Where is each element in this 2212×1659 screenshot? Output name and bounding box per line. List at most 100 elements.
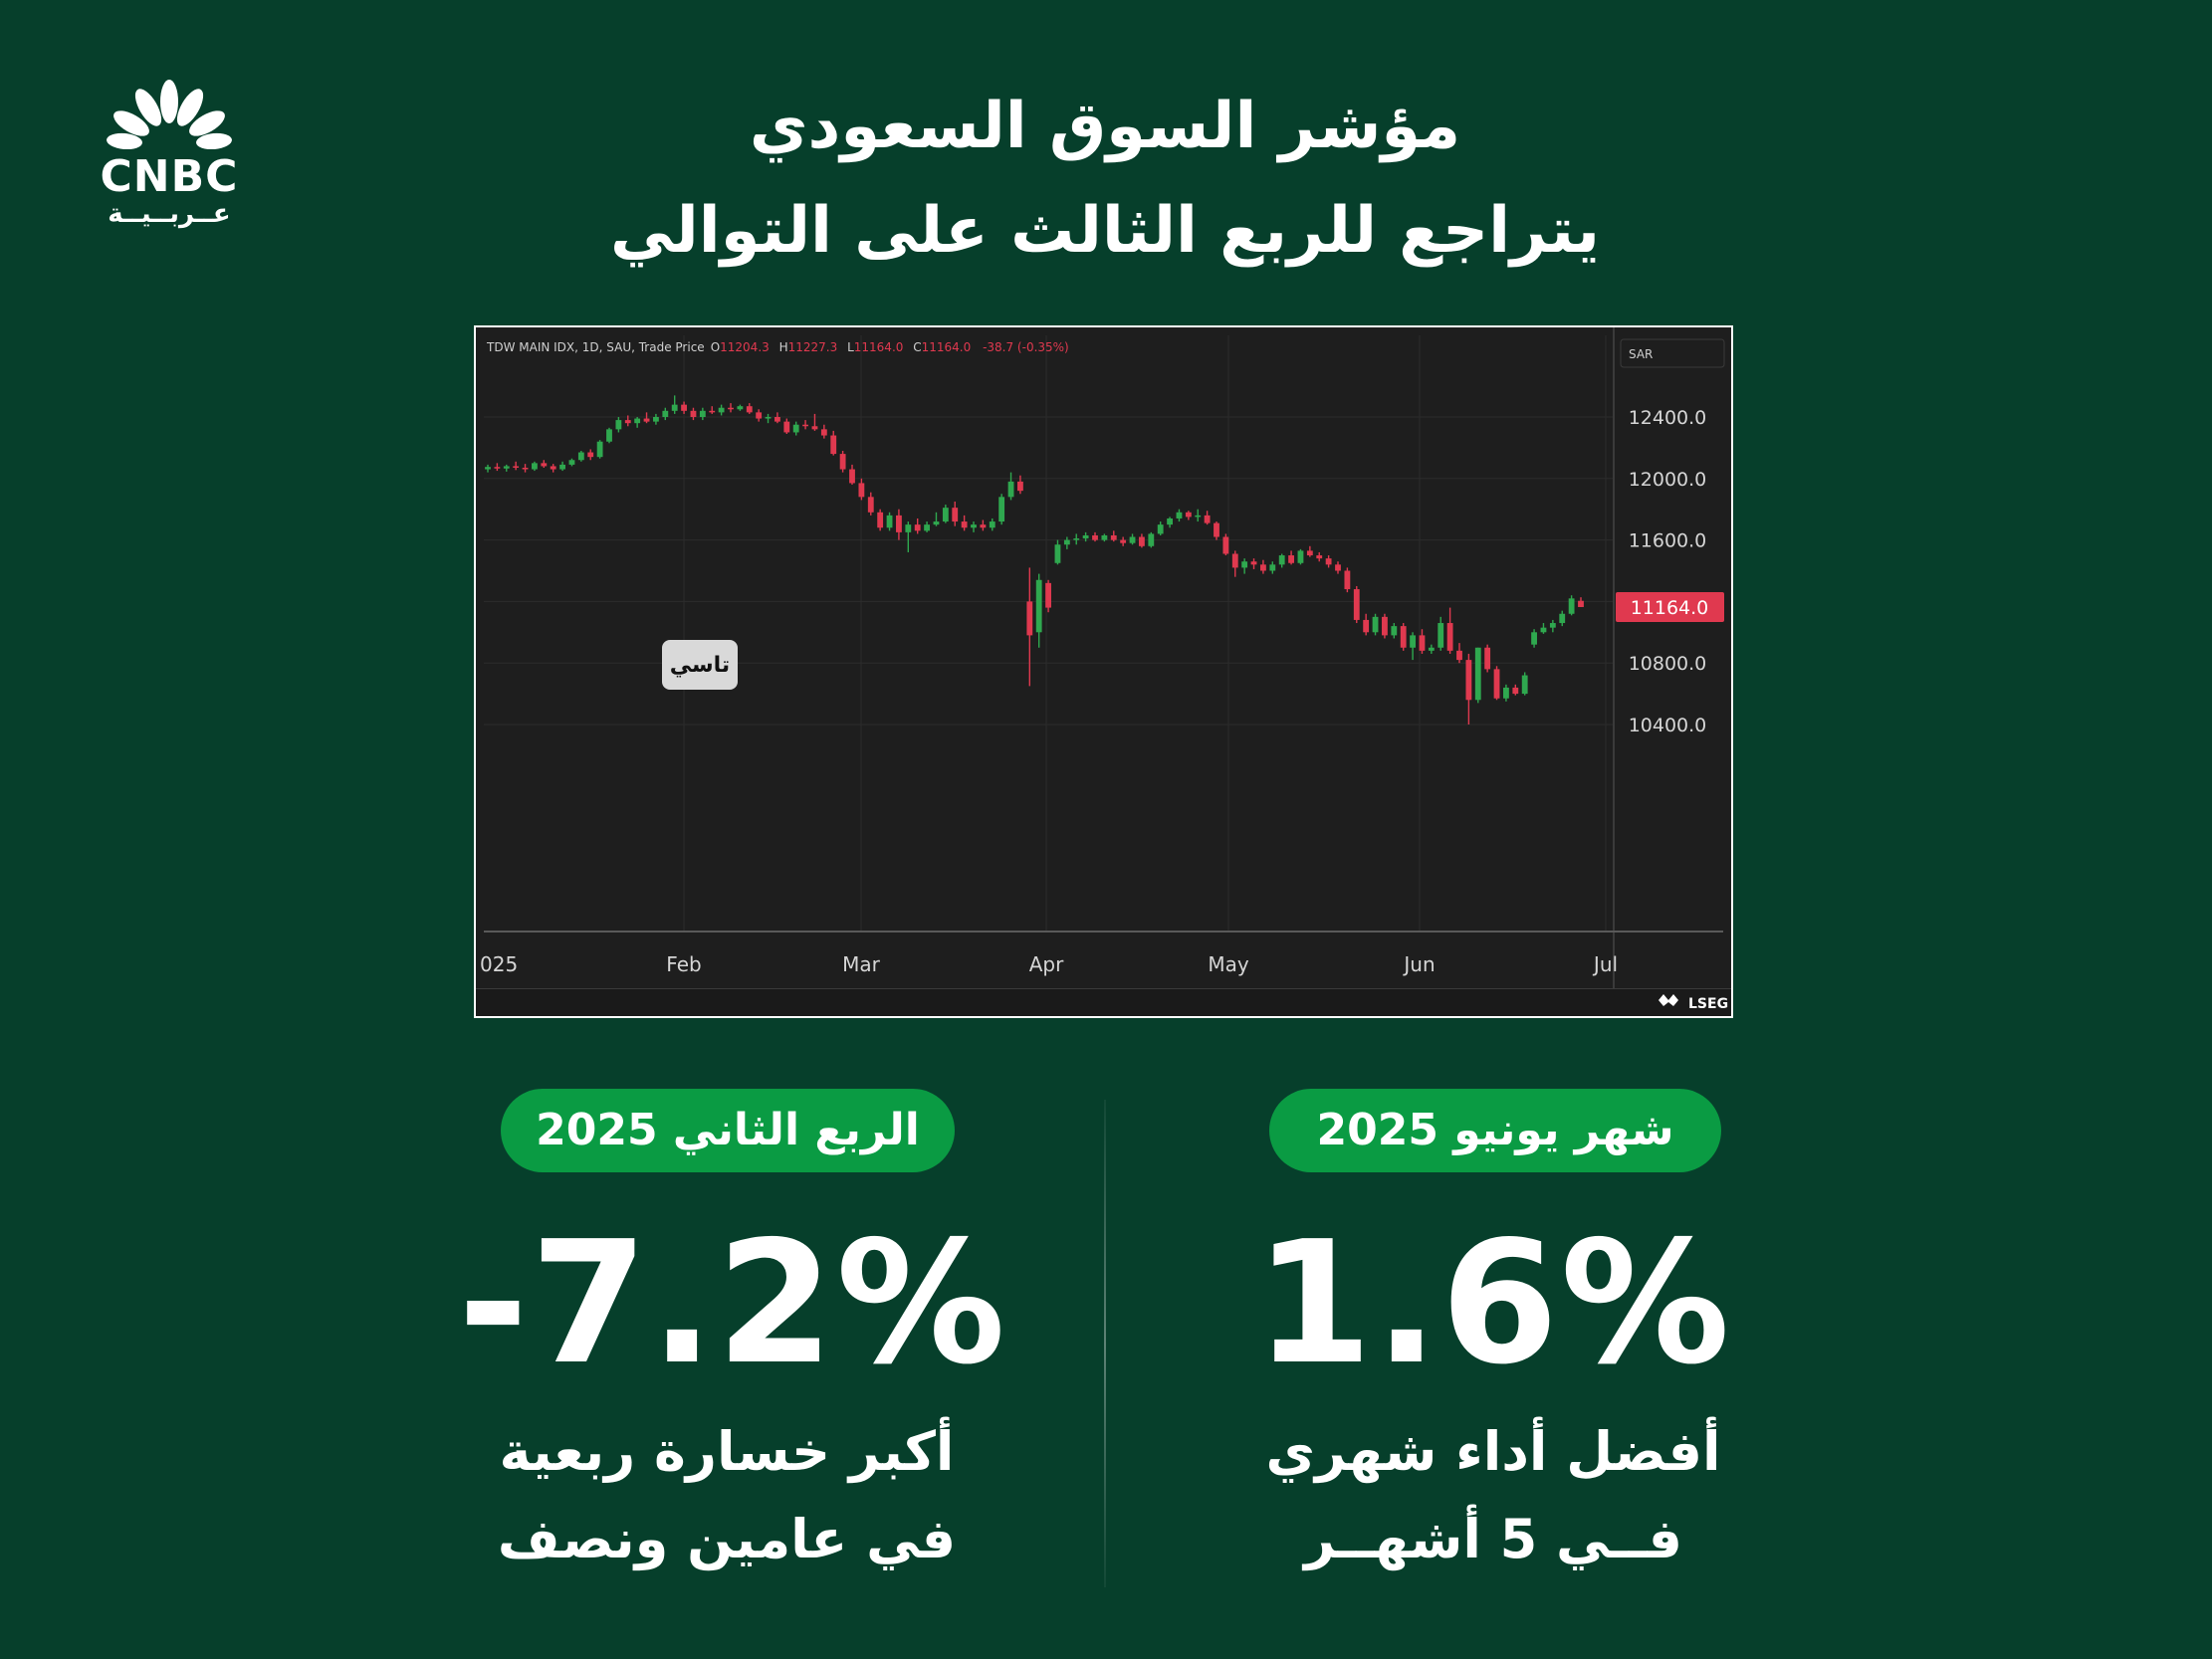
- candle: [1204, 511, 1211, 525]
- badge-q2: الربع الثاني 2025: [501, 1089, 955, 1172]
- candle: [1092, 531, 1098, 542]
- stats-divider: [1104, 1100, 1106, 1587]
- x-tick-label: 025: [480, 952, 518, 976]
- currency-label: SAR: [1629, 347, 1653, 361]
- candle: [952, 501, 959, 526]
- candle: [718, 404, 725, 416]
- candle: [1110, 530, 1117, 542]
- candle: [1474, 647, 1481, 704]
- candle: [849, 464, 855, 485]
- candle: [1139, 533, 1145, 548]
- candle: [1054, 539, 1061, 565]
- candle: [1512, 684, 1519, 696]
- y-tick-label: 10400.0: [1629, 715, 1707, 736]
- candle: [811, 413, 818, 431]
- x-axis: 025 Feb Mar Apr May Jun Jul: [480, 952, 1618, 976]
- y-tick-label: 10800.0: [1629, 653, 1707, 675]
- candle: [867, 492, 874, 516]
- candle: [980, 519, 987, 531]
- candle: [1428, 644, 1435, 654]
- candle: [1372, 613, 1379, 636]
- candle: [1549, 619, 1556, 633]
- watermark-text: LSEG: [1688, 996, 1728, 1012]
- y-tick-label: 12000.0: [1629, 469, 1707, 491]
- currency-box: [1620, 338, 1725, 368]
- logo-text: CNBC: [100, 151, 239, 202]
- candle: [1391, 623, 1398, 639]
- candle: [1045, 579, 1051, 613]
- y-tick-label: 12400.0: [1629, 407, 1707, 429]
- candle: [1017, 475, 1023, 495]
- desc-june-line2: فــي 5 أشهــر: [1304, 1508, 1682, 1570]
- candle: [858, 478, 865, 501]
- candle: [737, 404, 744, 411]
- candle: [559, 461, 565, 472]
- logo-subtitle: عــربــيــة: [108, 199, 231, 229]
- candle: [1446, 607, 1453, 654]
- candle: [914, 518, 921, 534]
- x-tick-label: Feb: [666, 952, 701, 976]
- candle: [1222, 533, 1229, 556]
- headline-line-2: يتراجع للربع الثالث على التوالي: [609, 194, 1601, 268]
- candle: [1344, 567, 1351, 593]
- candle: [1288, 550, 1294, 565]
- candle: [513, 461, 520, 471]
- candle: [971, 521, 977, 532]
- candlestick-chart: TDW MAIN IDX, 1D, SAU, Trade Price O1120…: [476, 327, 1731, 1016]
- candle: [1353, 585, 1360, 624]
- ohlc-readout: O11204.3 H11227.3 L11164.0 C11164.0 -38.…: [711, 340, 1069, 354]
- candle: [1438, 616, 1444, 651]
- candle: [503, 464, 510, 472]
- candle: [877, 509, 884, 531]
- candle: [1073, 533, 1080, 545]
- candle: [1157, 521, 1164, 535]
- desc-q2-line1: أكبر خسارة ربعية: [499, 1420, 955, 1483]
- candle: [1120, 536, 1127, 546]
- candle: [1325, 555, 1332, 568]
- chart-symbol: TDW MAIN IDX, 1D, SAU, Trade Price: [486, 340, 705, 354]
- badge-june: شهر يونيو 2025: [1269, 1089, 1721, 1172]
- candle: [774, 412, 780, 424]
- candle: [1035, 573, 1042, 648]
- candle: [1456, 643, 1462, 664]
- series-label: تاسي: [670, 653, 730, 678]
- candle: [634, 417, 641, 428]
- candle: [998, 494, 1005, 525]
- candle: [1007, 472, 1014, 501]
- candle: [792, 421, 799, 436]
- candles: [485, 395, 1584, 725]
- candle: [596, 440, 603, 459]
- candle: [1316, 551, 1323, 562]
- y-tick-label: 11600.0: [1629, 530, 1707, 552]
- candle: [1531, 629, 1537, 648]
- candle: [643, 412, 650, 424]
- candle: [1101, 533, 1108, 542]
- x-tick-label: Apr: [1029, 952, 1064, 976]
- candle: [1297, 548, 1304, 565]
- candle: [1026, 567, 1033, 687]
- candle: [568, 458, 575, 467]
- cnbc-arabia-logo: CNBC عــربــيــة: [95, 80, 244, 229]
- candle: [942, 505, 949, 523]
- headline-line-1: مؤشر السوق السعودي: [749, 90, 1461, 163]
- candle: [1306, 545, 1313, 557]
- lseg-icon: [1659, 994, 1678, 1006]
- candle: [1250, 558, 1257, 569]
- desc-q2: أكبر خسارة ربعية في عامين ونصف: [448, 1408, 1005, 1583]
- candle: [1521, 672, 1528, 696]
- x-tick-label: Jun: [1402, 952, 1435, 976]
- candle: [905, 521, 912, 552]
- candle: [606, 427, 612, 444]
- candle: [728, 403, 734, 413]
- candle: [690, 407, 697, 421]
- candle: [765, 413, 772, 424]
- x-tick-label: Mar: [842, 952, 881, 976]
- candle: [1540, 623, 1547, 634]
- candle: [1578, 597, 1584, 607]
- candle: [756, 409, 763, 422]
- price-chart: TDW MAIN IDX, 1D, SAU, Trade Price O1120…: [474, 325, 1733, 1018]
- candle: [485, 464, 491, 473]
- candle: [1231, 550, 1238, 577]
- candle: [1335, 561, 1341, 574]
- y-axis: 12400.0 12000.0 11600.0 10800.0 10400.0: [1629, 407, 1707, 736]
